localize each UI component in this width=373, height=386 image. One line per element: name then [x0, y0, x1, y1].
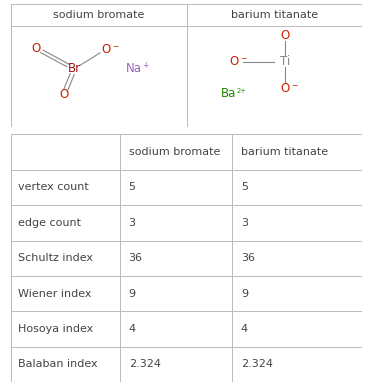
Text: O: O: [101, 43, 110, 56]
Text: 9: 9: [129, 289, 136, 299]
Text: −: −: [291, 81, 297, 90]
Text: O: O: [280, 82, 289, 95]
Text: Na: Na: [126, 63, 142, 75]
Text: Hosoya index: Hosoya index: [18, 324, 94, 334]
Text: 36: 36: [129, 253, 142, 263]
Text: Wiener index: Wiener index: [18, 289, 92, 299]
Text: edge count: edge count: [18, 218, 81, 228]
Text: 2.324: 2.324: [241, 359, 273, 369]
Text: sodium bromate: sodium bromate: [53, 10, 144, 20]
Text: O: O: [280, 29, 289, 42]
Text: O: O: [229, 55, 238, 68]
Text: Balaban index: Balaban index: [18, 359, 98, 369]
Text: 4: 4: [241, 324, 248, 334]
Text: 9: 9: [241, 289, 248, 299]
Text: 5: 5: [129, 183, 136, 193]
Text: barium titanate: barium titanate: [241, 147, 328, 157]
Text: Br: Br: [68, 63, 81, 75]
Text: 4: 4: [129, 324, 136, 334]
Text: sodium bromate: sodium bromate: [129, 147, 220, 157]
Text: Ti: Ti: [279, 55, 290, 68]
Text: 5: 5: [241, 183, 248, 193]
Text: barium titanate: barium titanate: [231, 10, 318, 20]
Text: +: +: [142, 61, 148, 71]
Text: Ba: Ba: [221, 87, 236, 100]
Text: 2+: 2+: [236, 88, 246, 93]
Text: O: O: [59, 88, 68, 101]
Text: 3: 3: [241, 218, 248, 228]
Text: −: −: [240, 54, 247, 63]
Text: −: −: [112, 42, 119, 51]
Text: 36: 36: [241, 253, 255, 263]
Text: 2.324: 2.324: [129, 359, 161, 369]
Text: O: O: [31, 42, 40, 54]
Text: vertex count: vertex count: [18, 183, 89, 193]
Text: Schultz index: Schultz index: [18, 253, 93, 263]
Text: 3: 3: [129, 218, 136, 228]
